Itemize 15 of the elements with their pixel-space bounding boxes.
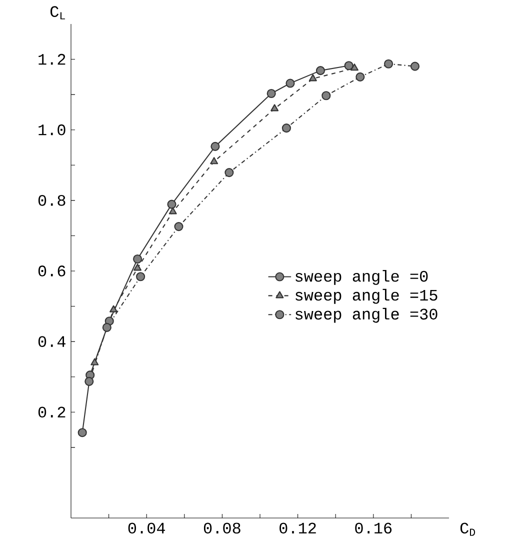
- x-tick-label: 0.08: [204, 522, 240, 534]
- x-tick-label: 0.16: [355, 522, 392, 534]
- x-axis-title: C$_{D}$: [460, 522, 476, 536]
- y-tick-label: 0.8: [38, 194, 66, 206]
- x-tick-label: 0.04: [128, 522, 165, 534]
- y-tick-label: 0.4: [38, 336, 66, 347]
- legend-label: sweep angle =15: [296, 288, 438, 304]
- y-tick-label: 0.2: [38, 406, 66, 418]
- y-axis-title: C$_{L}$: [50, 6, 65, 20]
- x-tick-label: 0.12: [280, 522, 316, 534]
- y-tick-label: 1.0: [38, 124, 66, 136]
- legend-label: sweep angle =0: [296, 270, 428, 285]
- y-tick-label: 1.2: [38, 54, 66, 65]
- y-tick-label: 0.6: [38, 266, 66, 276]
- legend-label: sweep angle =30: [296, 308, 438, 323]
